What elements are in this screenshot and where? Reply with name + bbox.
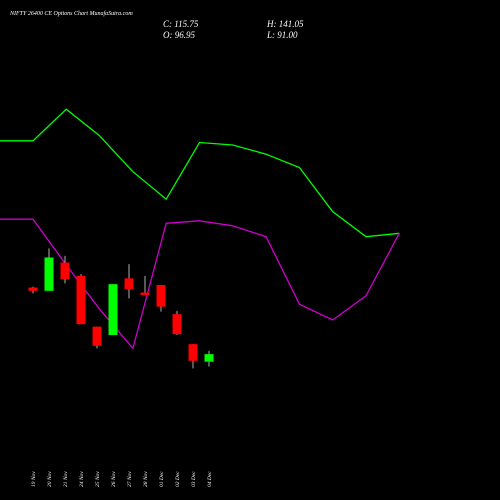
- candle: [76, 274, 86, 325]
- high-value: H: 141.05: [266, 19, 304, 29]
- candle: [188, 344, 198, 369]
- x-tick-label: 26 Nov: [111, 471, 117, 487]
- candle-body: [172, 314, 182, 335]
- candle-body: [140, 292, 150, 295]
- x-axis-labels: 19 Nov 20 Nov 21 Nov 24 Nov 25 Nov 26 Nov 27 N…: [31, 471, 213, 487]
- x-tick-label: 21 Nov: [63, 471, 69, 487]
- candle: [92, 326, 102, 349]
- x-tick-label: 04 Dec: [206, 471, 213, 487]
- x-tick-label: 28 Nov: [143, 471, 149, 487]
- candle: [204, 350, 214, 367]
- candle-body: [108, 284, 118, 335]
- candle-body: [156, 285, 166, 307]
- candle: [60, 255, 70, 284]
- candlesticks: [28, 248, 214, 369]
- candle-body: [92, 326, 102, 346]
- lower-band-line: [0, 218, 400, 350]
- candle: [140, 275, 150, 295]
- open-value: O: 96.95: [163, 30, 195, 40]
- candle-body: [28, 287, 38, 291]
- x-tick-label: 19 Nov: [31, 471, 37, 487]
- candle: [172, 310, 182, 335]
- close-value: C: 115.75: [163, 19, 199, 29]
- low-value: L: 91.00: [266, 30, 298, 40]
- x-tick-label: 03 Dec: [191, 471, 197, 487]
- candle-body: [188, 344, 198, 361]
- candle-body: [60, 262, 70, 280]
- indicator-bands: [0, 108, 400, 350]
- candle: [156, 285, 166, 312]
- x-tick-label: 25 Nov: [95, 471, 101, 487]
- candle-body: [44, 257, 54, 291]
- candle: [44, 248, 54, 291]
- x-tick-label: 27 Nov: [127, 471, 133, 487]
- x-tick-label: 20 Nov: [47, 471, 53, 487]
- candle: [28, 286, 38, 294]
- chart-title: NIFTY 26400 CE Options Chart MunafaSutra…: [9, 10, 133, 17]
- upper-band-line: [0, 108, 400, 238]
- candle: [124, 264, 134, 299]
- x-tick-label: 02 Dec: [175, 471, 181, 487]
- x-tick-label: 01 Dec: [159, 471, 165, 487]
- x-tick-label: 24 Nov: [78, 471, 85, 487]
- candle: [108, 284, 118, 335]
- candle-body: [204, 354, 214, 362]
- candle-body: [76, 275, 86, 325]
- candle-body: [124, 278, 134, 290]
